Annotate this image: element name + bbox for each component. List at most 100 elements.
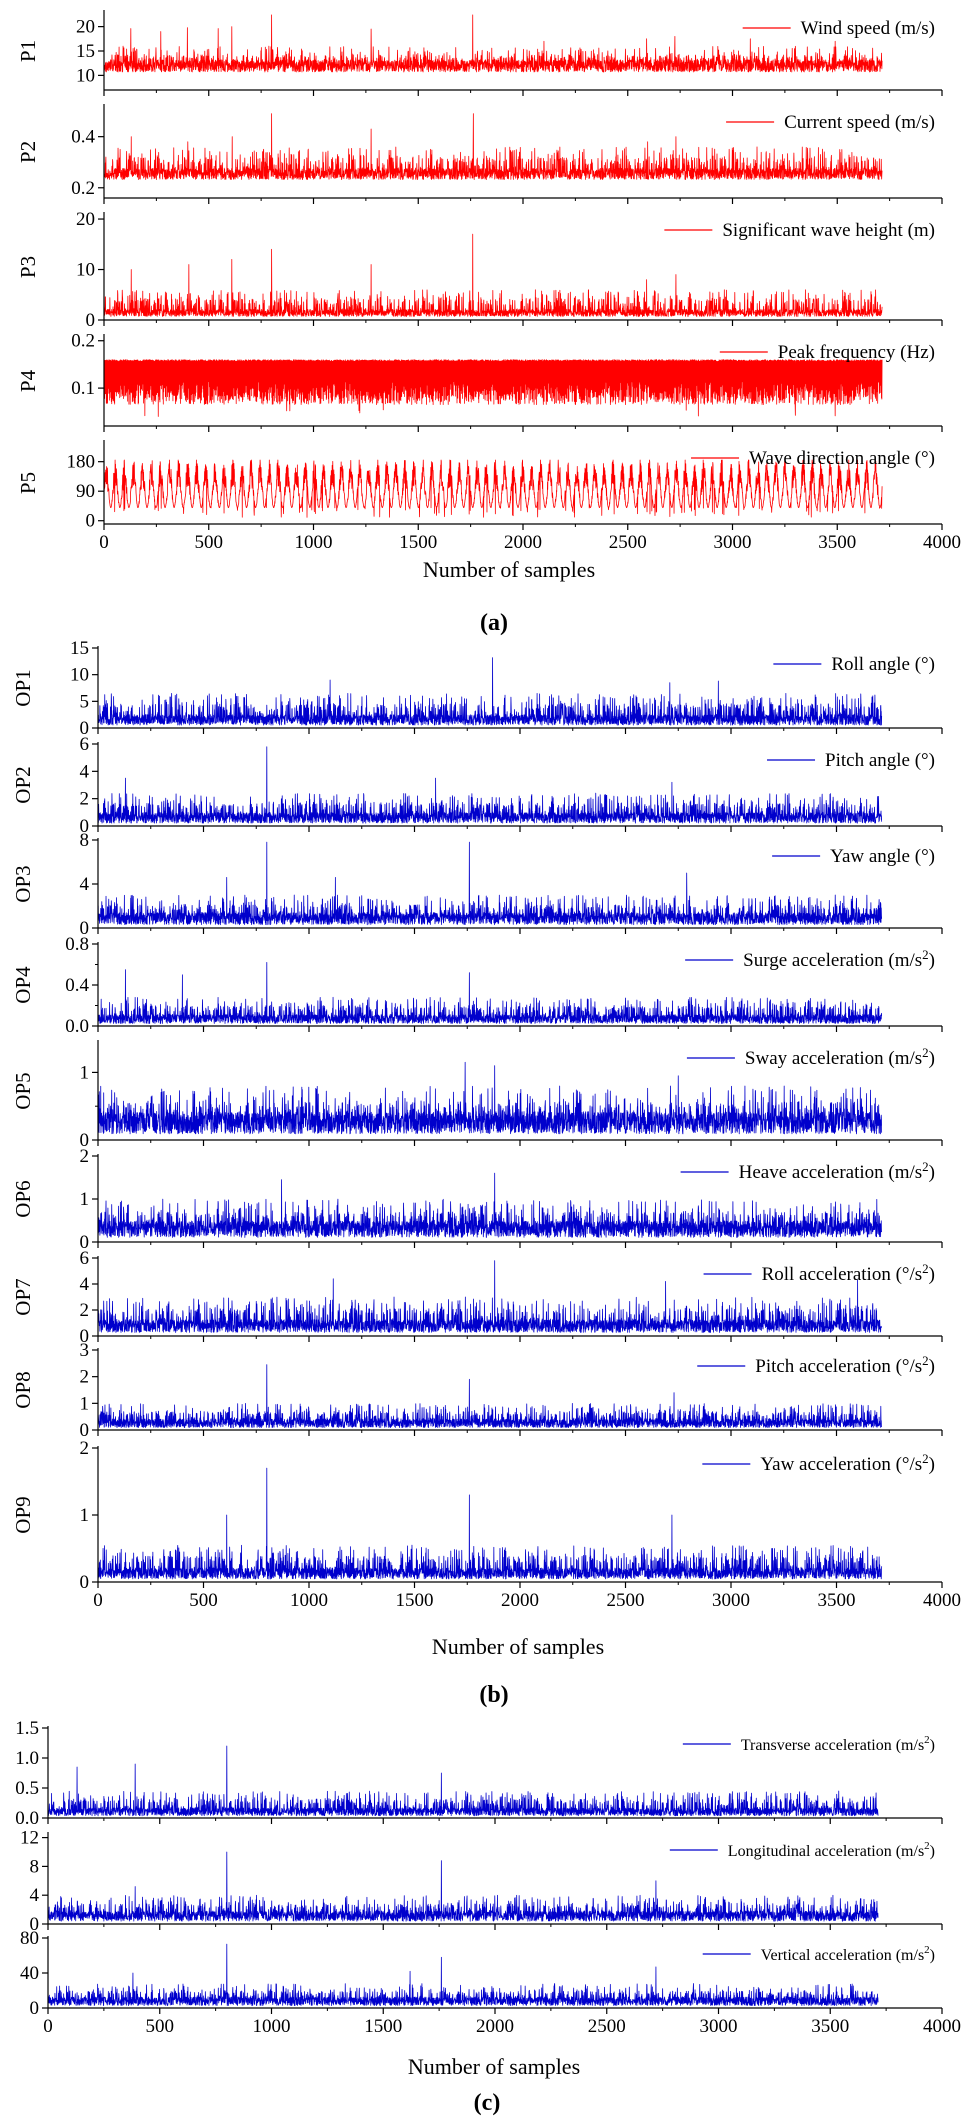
subplot-op9-xtick-label: 0: [93, 1590, 103, 1611]
subplot-c1-legend: Transverse acceleration (m/s2): [682, 1734, 935, 1754]
subplot-p5-legend: Wave direction angle (°): [691, 448, 935, 469]
subplot-op7: 0 2 4 6 OP7 Roll acceleration (°/s2): [11, 1248, 943, 1347]
subplot-p1-series-line: [103, 14, 883, 73]
subplot-c3-xtick-label: 3500: [811, 2016, 849, 2037]
subplot-p5-ytick-label: 180: [67, 452, 96, 473]
subplot-p4-series-line: [103, 359, 883, 417]
subplot-c1-ytick-label: 1.5: [15, 1718, 39, 1739]
subplot-op5-legend-label: Sway acceleration (m/s2): [745, 1045, 935, 1069]
subplot-p5-xtick-label: 1000: [295, 532, 333, 553]
subplot-c1-ytick-label: 0.0: [15, 1808, 39, 1829]
subplot-op2-ylabel: OP2: [11, 766, 35, 803]
subplot-c3-xtick-label: 2000: [476, 2016, 514, 2037]
subplot-p5-xtick-label: 3500: [818, 532, 856, 553]
subplot-p3-ytick-label: 0: [86, 310, 96, 331]
subplot-op9: 0 1 2 0 500 1000 1500 2000 2500 3000 3500 4000 OP9 Ya…: [11, 1438, 961, 1611]
subplot-op6-ytick-label: 1: [80, 1189, 90, 1210]
subplot-c1-legend-label: Transverse acceleration (m/s2): [741, 1734, 935, 1754]
subplot-c3-xtick-label: 4000: [923, 2016, 961, 2037]
subplot-op2-ytick-label: 6: [80, 734, 90, 755]
subplot-op5-ytick-label: 0: [80, 1130, 90, 1151]
subplot-c1-ytick-label: 1.0: [15, 1748, 39, 1769]
subplot-p2-legend: Current speed (m/s): [726, 112, 935, 133]
subplot-op9-xtick-label: 1500: [396, 1590, 434, 1611]
subplot-op3: 0 4 8 OP3 Yaw angle (°): [11, 830, 943, 939]
subplot-p2-series-line: [103, 113, 883, 180]
subplot-op4-legend: Surge acceleration (m/s2): [685, 947, 935, 971]
subplot-c2-ytick-label: 8: [30, 1856, 40, 1877]
subplot-op1: 0 5 10 15 OP1 Roll angle (°): [11, 638, 943, 739]
subplot-op2: 0 2 4 6 OP2 Pitch angle (°): [11, 734, 943, 837]
subplot-op2-series-line: [97, 746, 883, 824]
subplot-c3-xtick-label: 3000: [700, 2016, 738, 2037]
subplot-op4-ylabel: OP4: [11, 966, 35, 1004]
subplot-op3-ytick-label: 4: [80, 874, 90, 895]
subplot-op5: 0 1 OP5 Sway acceleration (m/s2): [11, 1040, 943, 1151]
subplot-op1-ytick-label: 5: [80, 691, 90, 712]
subplot-op3-ytick-label: 8: [80, 830, 90, 851]
subplot-p5-xtick-label: 500: [195, 532, 224, 553]
subplot-op2-legend-label: Pitch angle (°): [825, 750, 935, 771]
subplot-op9-series-line: [97, 1467, 883, 1580]
subplot-op2-legend: Pitch angle (°): [767, 750, 935, 771]
subplot-op1-ytick-label: 0: [80, 718, 90, 739]
subplot-c2-ytick-label: 0: [30, 1914, 40, 1935]
subplot-p3-ylabel: P3: [16, 256, 40, 278]
subplot-c3-legend-label: Vertical acceleration (m/s2): [761, 1944, 935, 1964]
subplot-c2: 0 4 8 12 Longitudinal acceleration (m/s2): [20, 1828, 943, 1935]
subplot-op9-xtick-label: 2500: [607, 1590, 645, 1611]
subplot-op3-legend: Yaw angle (°): [772, 846, 935, 867]
subplot-p3-legend: Significant wave height (m): [664, 220, 935, 241]
subplot-c3-xtick-label: 500: [146, 2016, 175, 2037]
subplot-op9-xtick-label: 500: [189, 1590, 218, 1611]
subplot-op1-ytick-label: 15: [70, 638, 89, 659]
subplot-p3-series-line: [103, 233, 883, 317]
subplot-p4: 0.1 0.2 P4 Peak frequency (Hz): [16, 331, 943, 432]
subplot-op7-ytick-label: 2: [80, 1300, 90, 1321]
subplot-op8-ytick-label: 1: [80, 1393, 90, 1414]
subplot-p4-ylabel: P4: [16, 369, 40, 392]
subplot-op8-ytick-label: 2: [80, 1367, 90, 1388]
panel-a-xlabel: Number of samples: [423, 557, 595, 582]
subplot-op9-xtick-label: 4000: [923, 1590, 961, 1611]
subplot-op7-legend: Roll acceleration (°/s2): [703, 1261, 935, 1285]
subplot-p1-ylabel: P1: [16, 40, 40, 62]
subplot-op4-ytick-label: 0.0: [65, 1016, 89, 1037]
subplot-p5-series-line: [103, 459, 883, 518]
subplot-op3-ylabel: OP3: [11, 865, 35, 902]
subplot-c3-xtick-label: 2500: [588, 2016, 626, 2037]
subplot-p2-ytick-label: 0.2: [71, 178, 95, 199]
subplot-c2-ytick-label: 4: [30, 1885, 40, 1906]
subplot-p2-ylabel: P2: [16, 141, 40, 163]
subplot-p2-ytick-label: 0.4: [71, 127, 95, 148]
subplot-op4-legend-label: Surge acceleration (m/s2): [743, 947, 935, 971]
subplot-c3-series-line: [47, 1943, 879, 2007]
subplot-p5-legend-label: Wave direction angle (°): [749, 448, 935, 469]
subplot-op4-ytick-label: 0.8: [65, 934, 89, 955]
subplot-op8-series-line: [97, 1364, 883, 1428]
subplot-p1-legend: Wind speed (m/s): [742, 18, 935, 39]
subplot-p1-ytick-label: 15: [76, 41, 95, 62]
subplot-c1-series-line: [47, 1745, 879, 1817]
subplot-p2-legend-label: Current speed (m/s): [784, 112, 935, 133]
subplot-op9-xtick-label: 3500: [818, 1590, 856, 1611]
subplot-p5-xtick-label: 1500: [399, 532, 437, 553]
subplot-op8-ylabel: OP8: [11, 1371, 35, 1408]
subplot-op9-xtick-label: 1000: [290, 1590, 328, 1611]
subplot-p5-xtick-label: 2000: [504, 532, 542, 553]
panel-c-caption: (c): [474, 2090, 501, 2116]
subplot-op9-ytick-label: 1: [80, 1505, 90, 1526]
subplot-p4-ytick-label: 0.2: [71, 331, 95, 352]
subplot-p1-ytick-label: 20: [76, 17, 95, 38]
subplot-op6-series-line: [97, 1172, 883, 1238]
subplot-c3-xtick-label: 0: [43, 2016, 53, 2037]
subplot-op3-ytick-label: 0: [80, 918, 90, 939]
subplot-c3-legend: Vertical acceleration (m/s2): [702, 1944, 935, 1964]
subplot-p2: 0.2 0.4 P2 Current speed (m/s): [16, 104, 943, 204]
subplot-p4-legend-label: Peak frequency (Hz): [778, 342, 935, 363]
subplot-c3-xtick-label: 1500: [364, 2016, 402, 2037]
subplot-c1: 0.0 0.5 1.0 1.5 Transverse acceleration (m/s…: [15, 1718, 943, 1829]
panel-a-caption: (a): [480, 610, 508, 636]
